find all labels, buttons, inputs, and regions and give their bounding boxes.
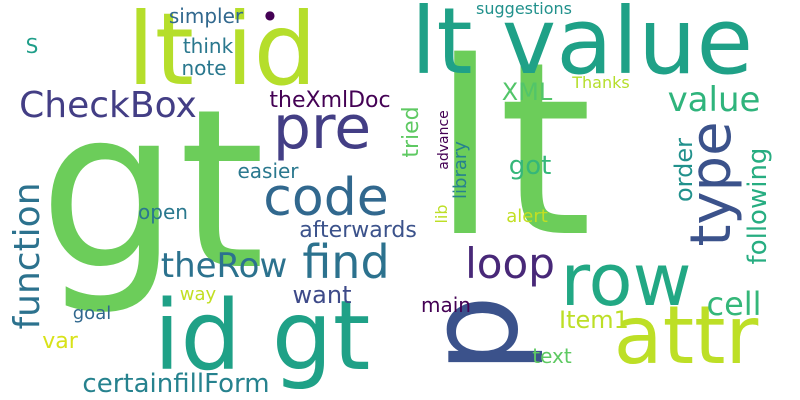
word-open: open [138,200,188,224]
word-row: row [560,238,692,322]
word-way: way [179,284,217,305]
word-find: find [302,235,390,289]
word-dot: ● [264,8,276,22]
word-simpler: simpler [168,4,244,28]
word-thanks: Thanks [572,73,630,92]
word-id-gt: id gt [153,280,371,392]
word-var: var [42,329,78,354]
word-lt-1: lt [431,10,593,290]
word-library: library [450,141,471,199]
word-item1: Item1 [559,306,629,334]
word-text: text [532,344,572,368]
word-order: order [670,138,698,202]
word-s: S [25,34,39,58]
word-tried: tried [399,106,424,158]
word-cell: cell [706,285,762,323]
word-pre: pre [272,93,372,163]
word-code: code [263,168,389,228]
word-lib: lib [432,204,451,224]
word-suggestions: suggestions [476,0,572,18]
word-attr: attr [613,289,759,382]
word-want: want [292,281,352,309]
word-alert: alert [506,206,548,227]
word-following: following [743,147,773,265]
word-got: got [508,151,552,181]
word-checkbox: CheckBox [19,85,197,126]
word-gt-1: gt [39,62,265,318]
word-afterwards: afterwards [299,218,417,243]
word-loop: loop [465,239,555,288]
word-note: note [181,56,227,80]
word-thexmldoc: theXmlDoc [269,88,391,113]
word-main: main [421,293,471,317]
word-goal: goal [72,303,112,324]
word-think: think [182,34,234,58]
word-therow: theRow [160,246,288,286]
word-certainfillform: certainfillForm [82,369,270,399]
word-lt-value: lt value [410,0,754,95]
word-value: value [667,80,761,120]
word-advance: advance [436,110,452,170]
word-function: function [7,182,48,330]
word-lt-id: lt id [126,0,318,108]
word-xml: XML [501,78,553,106]
word-easier: easier [237,159,299,183]
